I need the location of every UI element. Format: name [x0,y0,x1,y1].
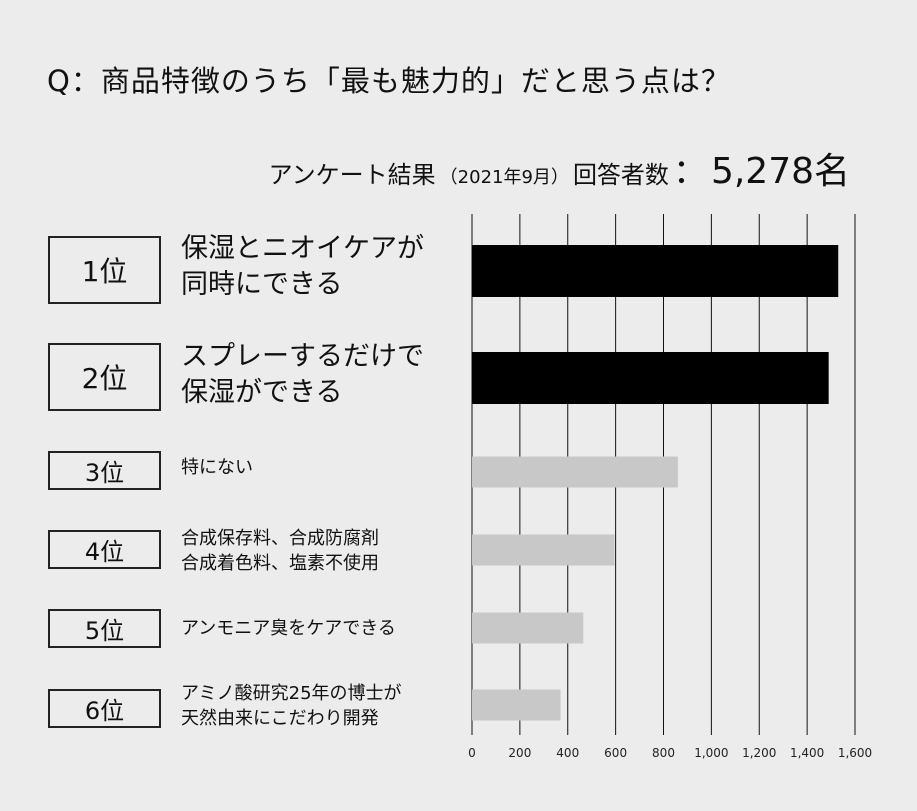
x-tick-label-3: 600 [604,746,627,760]
category-label-6: アミノ酸研究25年の博士が 天然由来にこだわり開発 [181,681,402,731]
x-tick-label-0: 0 [468,746,476,760]
category-label-3: 特にない [181,455,253,480]
bar-2 [472,352,829,404]
chart-title: Q：商品特徴のうち「最も魅力的」だと思う点は？ [47,64,731,98]
rank-box-2: 2位 [48,343,161,411]
category-label-2-line-1: スプレーするだけで [181,341,424,372]
bar-3 [472,456,678,488]
survey-label: アンケート結果 [268,161,436,189]
category-label-1: 保湿とニオイケアが 同時にできる [181,231,424,303]
rank-box-4: 4位 [48,530,161,569]
x-tick-label-7: 1,400 [790,746,824,760]
category-label-5: アンモニア臭をケアできる [181,616,396,641]
category-label-2-line-2: 保湿ができる [181,377,343,408]
x-tick-label-2: 400 [556,746,579,760]
survey-date: （2021年9月） [439,167,569,188]
rank-box-1: 1位 [48,236,161,304]
category-label-1-line-1: 保湿とニオイケアが [181,233,424,264]
x-tick-label-5: 1,000 [694,746,728,760]
category-label-2: スプレーするだけで 保湿ができる [181,339,424,411]
bar-4 [472,534,615,566]
category-label-6-line-1: アミノ酸研究25年の博士が [181,683,402,704]
respondents-count: 5,278名 [710,151,850,192]
survey-info: アンケート結果 （2021年9月） 回答者数 ： 5,278名 [269,142,850,194]
x-tick-label-4: 800 [652,746,675,760]
category-label-5-line-1: アンモニア臭をケアできる [181,618,396,639]
category-label-1-line-2: 同時にできる [181,269,343,300]
respondents-colon: ： [672,152,707,192]
rank-box-6: 6位 [48,689,161,728]
bar-6 [472,689,561,721]
x-tick-label-8: 1,600 [838,746,872,760]
category-label-6-line-2: 天然由来にこだわり開発 [181,708,379,729]
rank-box-5: 5位 [48,609,161,648]
bar-1 [472,245,839,297]
category-label-4: 合成保存料、合成防腐剤 合成着色料、塩素不使用 [181,526,379,576]
respondents-label: 回答者数 [572,161,669,189]
bar-5 [472,612,584,644]
x-tick-label-1: 200 [508,746,531,760]
category-label-3-line-1: 特にない [181,457,253,478]
x-tick-label-6: 1,200 [742,746,776,760]
rank-box-3: 3位 [48,451,161,490]
category-label-4-line-1: 合成保存料、合成防腐剤 [181,528,379,549]
category-label-4-line-2: 合成着色料、塩素不使用 [181,553,379,574]
